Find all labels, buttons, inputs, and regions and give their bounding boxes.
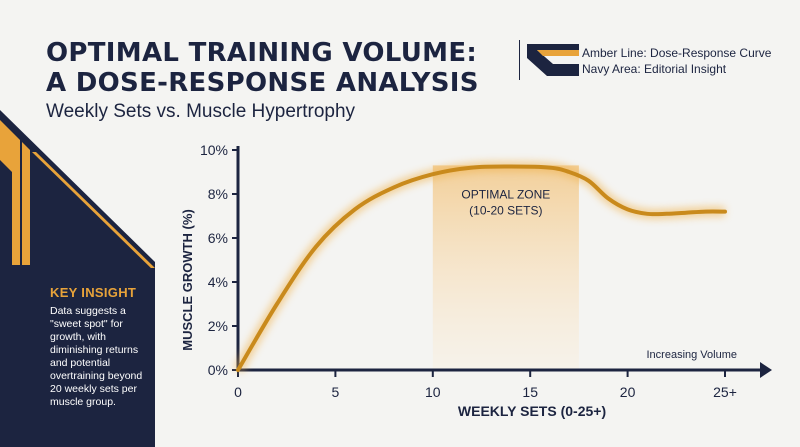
left-decorative-panel — [0, 110, 155, 447]
dose-response-curve — [236, 164, 727, 372]
y-axis-title: MUSCLE GROWTH (%) — [180, 209, 195, 351]
key-insight-title: KEY INSIGHT — [50, 285, 137, 300]
optimal-zone-range-label: (10-20 SETS) — [469, 203, 542, 217]
x-tick-label: 20 — [620, 384, 636, 400]
x-tick-label: 15 — [522, 384, 538, 400]
x-tick-label: 0 — [234, 384, 242, 400]
legend: Amber Line: Dose-Response Curve Navy Are… — [582, 45, 771, 77]
x-axis-arrowhead — [760, 362, 772, 378]
dose-response-chart: 0% 2% 4% 6% 8% 10% 0 5 10 15 20 25+ WEEKLY SETS (0-2… — [180, 142, 772, 419]
optimal-zone-band — [432, 165, 579, 370]
y-tick-label: 8% — [208, 186, 228, 202]
y-tick-label: 2% — [208, 318, 228, 334]
x-tick-label: 25+ — [713, 384, 737, 400]
title-line-2: A DOSE-RESPONSE ANALYSIS — [46, 68, 479, 98]
x-tick-label: 5 — [332, 384, 340, 400]
legend-swatch-icon — [527, 44, 579, 76]
page-subtitle: Weekly Sets vs. Muscle Hypertrophy — [46, 101, 356, 122]
legend-divider — [519, 40, 520, 80]
y-tick-label: 6% — [208, 230, 228, 246]
legend-amber-label: Amber Line: Dose-Response Curve — [582, 46, 772, 60]
key-insight-body: Data suggests a "sweet spot" for growth,… — [50, 305, 143, 408]
x-axis-title: WEEKLY SETS (0-25+) — [458, 403, 606, 419]
page-title: OPTIMAL TRAINING VOLUME: A DOSE-RESPONSE… — [46, 38, 516, 98]
y-tick-label: 4% — [208, 274, 228, 290]
y-tick-label: 0% — [208, 362, 228, 378]
y-tick-label: 10% — [200, 142, 228, 158]
title-line-1: OPTIMAL TRAINING VOLUME: — [46, 38, 478, 68]
x-tick-label: 10 — [425, 384, 441, 400]
legend-navy-label: Navy Area: Editorial Insight — [582, 62, 727, 76]
optimal-zone-label: OPTIMAL ZONE — [461, 187, 550, 201]
increasing-volume-annotation: Increasing Volume — [647, 349, 738, 361]
